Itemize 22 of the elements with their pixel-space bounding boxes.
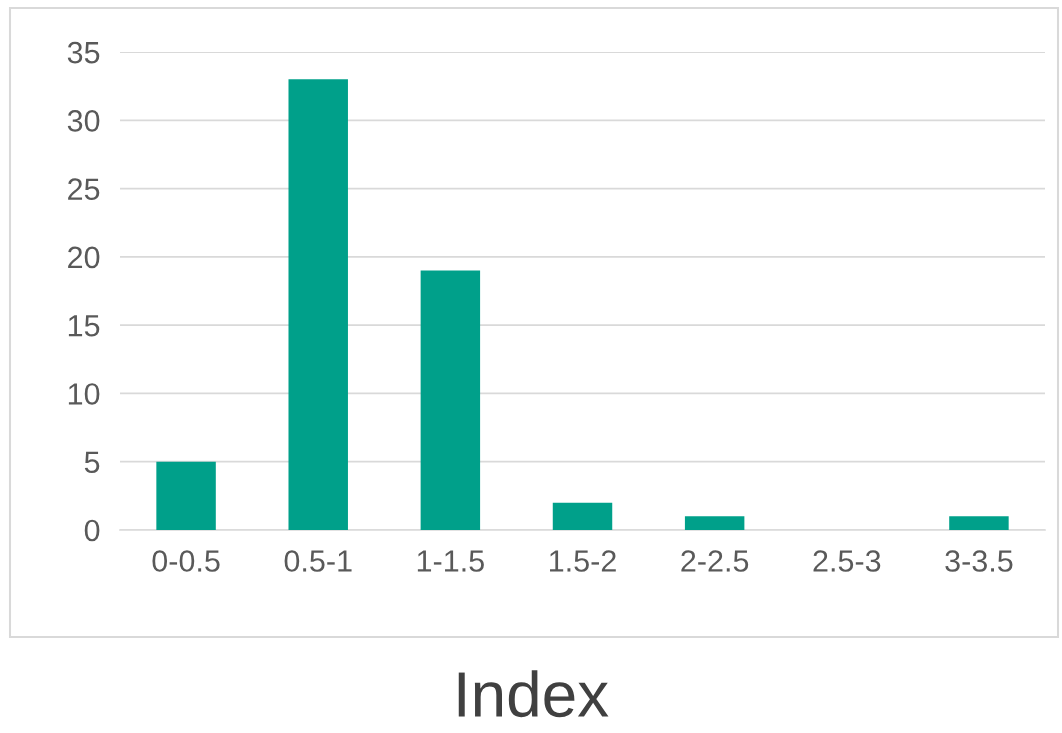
x-tick-label: 2-2.5: [681, 550, 749, 572]
x-tick-label: 0-0.5: [152, 550, 220, 572]
y-tick-label: 0: [84, 519, 100, 542]
x-tick-label: 1-1.5: [417, 550, 484, 572]
y-tick-label: 30: [67, 110, 100, 132]
y-tick-label: 20: [68, 246, 100, 269]
bar: [552, 502, 613, 530]
x-tick-label: 0.5-1: [284, 550, 352, 572]
y-tick-label: 35: [67, 41, 100, 64]
x-tick-label: 2.5-3: [813, 550, 881, 572]
bar: [949, 516, 1009, 530]
x-tick-label: 1.5-2: [550, 550, 616, 572]
y-tick-label: 5: [84, 451, 100, 474]
bar: [156, 461, 216, 530]
x-axis-title: Index: [458, 670, 609, 718]
y-tick-label: 10: [68, 383, 100, 405]
bar: [684, 516, 745, 530]
bar: [288, 79, 348, 530]
y-tick-label: 15: [68, 315, 100, 337]
x-tick-label: 3-3.5: [945, 550, 1013, 572]
y-tick-label: 25: [68, 178, 100, 200]
bar: [420, 270, 481, 530]
